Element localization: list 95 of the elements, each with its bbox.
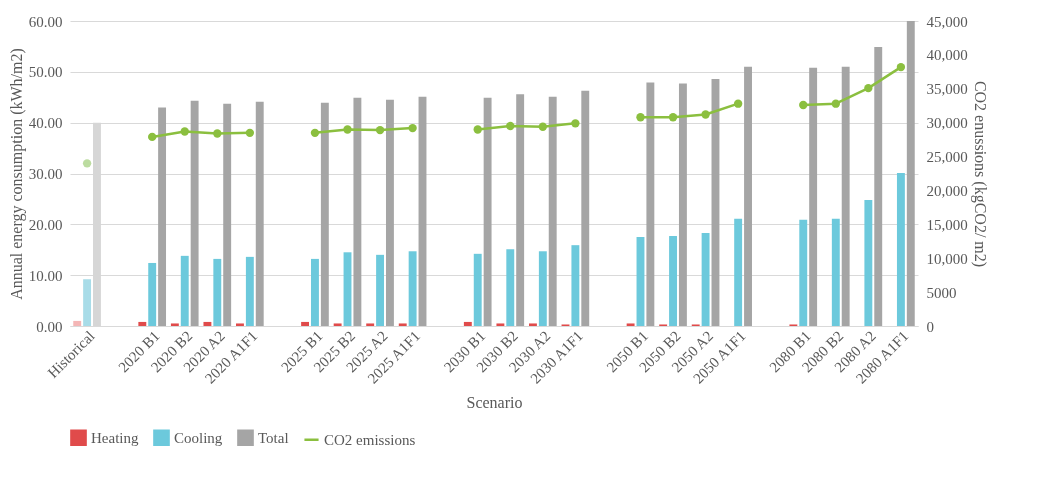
bar — [496, 323, 505, 326]
point — [896, 62, 906, 72]
bar — [581, 90, 590, 326]
y2-tick-label: 20,000 — [926, 182, 968, 199]
y-tick-label: 30.00 — [28, 166, 63, 182]
bar — [896, 172, 905, 326]
bar — [236, 323, 244, 326]
bar — [408, 251, 417, 326]
y2-tick-label: 10,000 — [926, 250, 968, 267]
legend-label: Heating — [91, 429, 139, 446]
bar — [809, 67, 818, 326]
y2-tick-label: 30,000 — [926, 115, 968, 132]
bar — [170, 323, 179, 326]
bar — [646, 82, 655, 326]
point — [831, 99, 840, 108]
bar — [223, 103, 232, 326]
bar — [73, 320, 82, 326]
point — [506, 121, 515, 131]
point — [701, 110, 710, 119]
point — [310, 128, 320, 138]
bar — [506, 249, 515, 326]
y2-tick-label: 0 — [926, 318, 934, 335]
bar — [744, 66, 752, 326]
bar — [831, 218, 840, 326]
y-tick-label: 40.00 — [28, 115, 63, 132]
bar — [311, 258, 319, 326]
y-tick-label: 10.00 — [28, 267, 63, 284]
bar — [180, 255, 189, 326]
bar — [516, 94, 525, 326]
point — [180, 127, 189, 136]
bar — [483, 97, 492, 326]
bar — [473, 253, 482, 326]
y2-axis-title: CO2 enussions (kgCO2/ m2) — [970, 80, 989, 268]
bar — [190, 100, 199, 326]
bar — [398, 323, 407, 326]
bar — [799, 219, 808, 326]
bar — [571, 245, 580, 326]
point — [473, 125, 482, 134]
bar — [203, 321, 212, 326]
y-tick-label: 50.00 — [28, 64, 63, 81]
bar — [333, 323, 342, 326]
bar — [385, 99, 394, 326]
point — [82, 159, 92, 168]
point — [343, 125, 352, 134]
bar — [734, 218, 743, 326]
bar — [301, 321, 310, 326]
bar — [245, 256, 254, 326]
y-tick-label: 20.00 — [28, 216, 63, 233]
bar — [138, 321, 147, 326]
point — [213, 129, 222, 138]
legend-label: Cooling — [174, 429, 223, 446]
point — [375, 125, 385, 135]
point — [148, 132, 157, 142]
y-tick-label: 60.00 — [28, 13, 63, 30]
y2-tick-label: 25,000 — [926, 149, 968, 166]
bar — [548, 96, 557, 326]
point — [636, 113, 645, 122]
bar — [906, 21, 915, 326]
y2-tick-label: 40,000 — [926, 47, 968, 64]
bar — [701, 232, 710, 326]
y2-tick-label: 15,000 — [926, 216, 968, 233]
point — [668, 113, 678, 122]
bar — [353, 97, 362, 326]
bar — [864, 199, 873, 326]
y2-tick-label: 5000 — [926, 284, 957, 301]
point — [799, 100, 808, 110]
bar — [669, 236, 677, 326]
bar — [376, 254, 385, 326]
point — [408, 123, 417, 133]
bar — [678, 83, 687, 326]
bar — [158, 107, 167, 326]
y-tick-label: 0.00 — [36, 318, 63, 335]
point — [571, 119, 580, 128]
x-axis-title: Scenario — [466, 394, 523, 412]
point — [733, 99, 743, 108]
bar — [213, 258, 222, 326]
bar — [463, 321, 472, 326]
bar — [841, 66, 850, 326]
bar — [320, 102, 329, 326]
bar — [366, 323, 375, 326]
legend-label: Total — [258, 429, 289, 446]
point — [538, 122, 548, 131]
y2-tick-label: 45,000 — [926, 13, 968, 30]
legend-label: CO2 emissions — [324, 431, 416, 448]
bar — [148, 262, 157, 326]
point — [245, 128, 255, 138]
point — [864, 83, 873, 93]
bar — [83, 279, 92, 326]
y2-tick-label: 35,000 — [926, 81, 968, 98]
bar — [874, 46, 883, 326]
bar — [255, 101, 264, 326]
bar — [538, 251, 547, 326]
bar — [626, 323, 635, 326]
y-axis-title: Annual energy consumption (kWh/m2) — [7, 48, 26, 300]
bar — [528, 323, 537, 326]
